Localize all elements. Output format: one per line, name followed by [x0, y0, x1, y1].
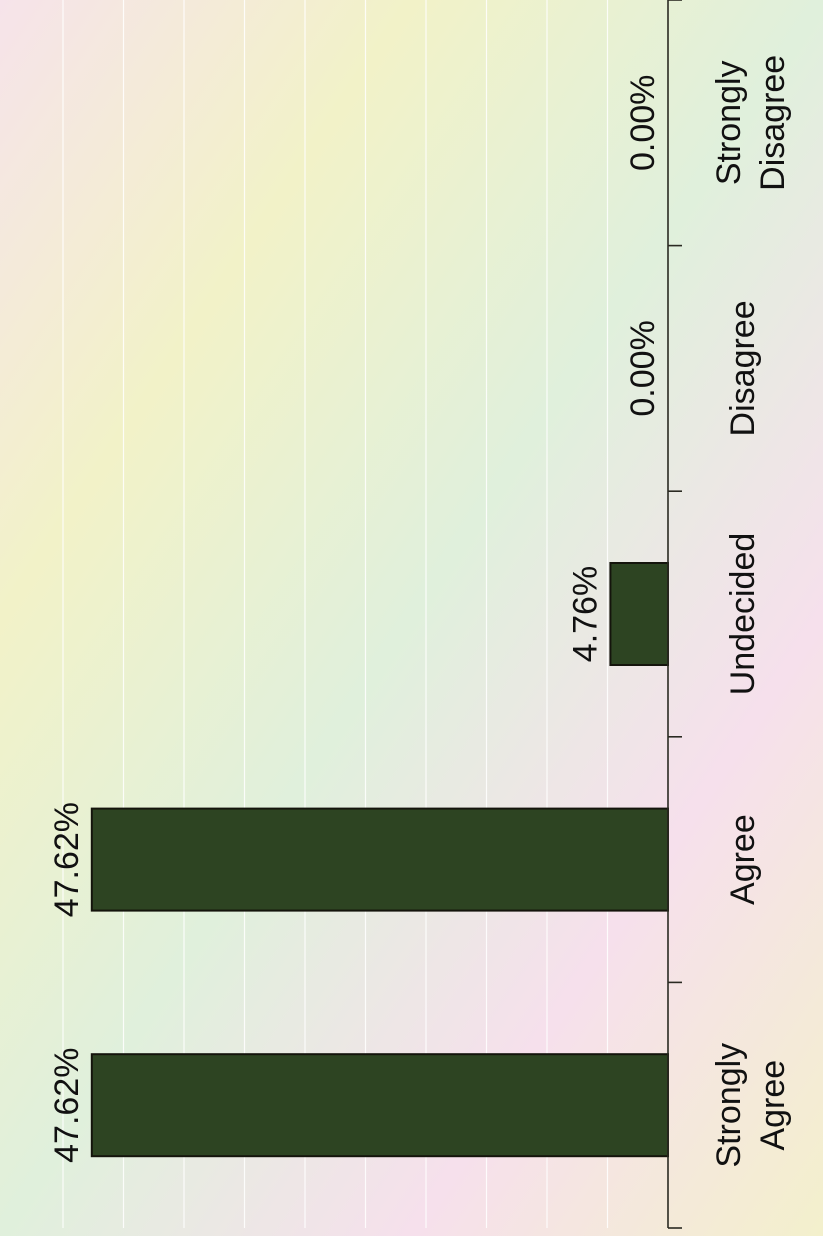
data-label: 0.00% [624, 320, 662, 416]
category-label: Disagree [724, 300, 762, 436]
category-label: Agree [754, 1060, 792, 1151]
bar-strongly-agree [90, 1053, 670, 1158]
data-label: 47.62% [48, 802, 86, 917]
category-label: Strongly [710, 60, 748, 185]
bar-undecided [609, 562, 669, 666]
gridlines [62, 0, 609, 1228]
data-label: 0.00% [624, 75, 662, 171]
category-label: Strongly [710, 1043, 748, 1168]
data-labels: 47.62% 47.62% 4.76% 0.00% 0.00% [48, 75, 662, 1163]
category-label: Agree [724, 814, 762, 905]
category-axis [667, 0, 682, 1229]
category-labels: Strongly AgreeAgreeUndecidedDisagreeStron… [710, 55, 792, 1168]
category-label: Undecided [724, 533, 762, 696]
data-label: 4.76% [566, 566, 604, 662]
data-label: 47.62% [48, 1048, 86, 1163]
bars [90, 562, 670, 1158]
bar-agree [90, 807, 670, 912]
category-label: Disagree [754, 55, 792, 191]
